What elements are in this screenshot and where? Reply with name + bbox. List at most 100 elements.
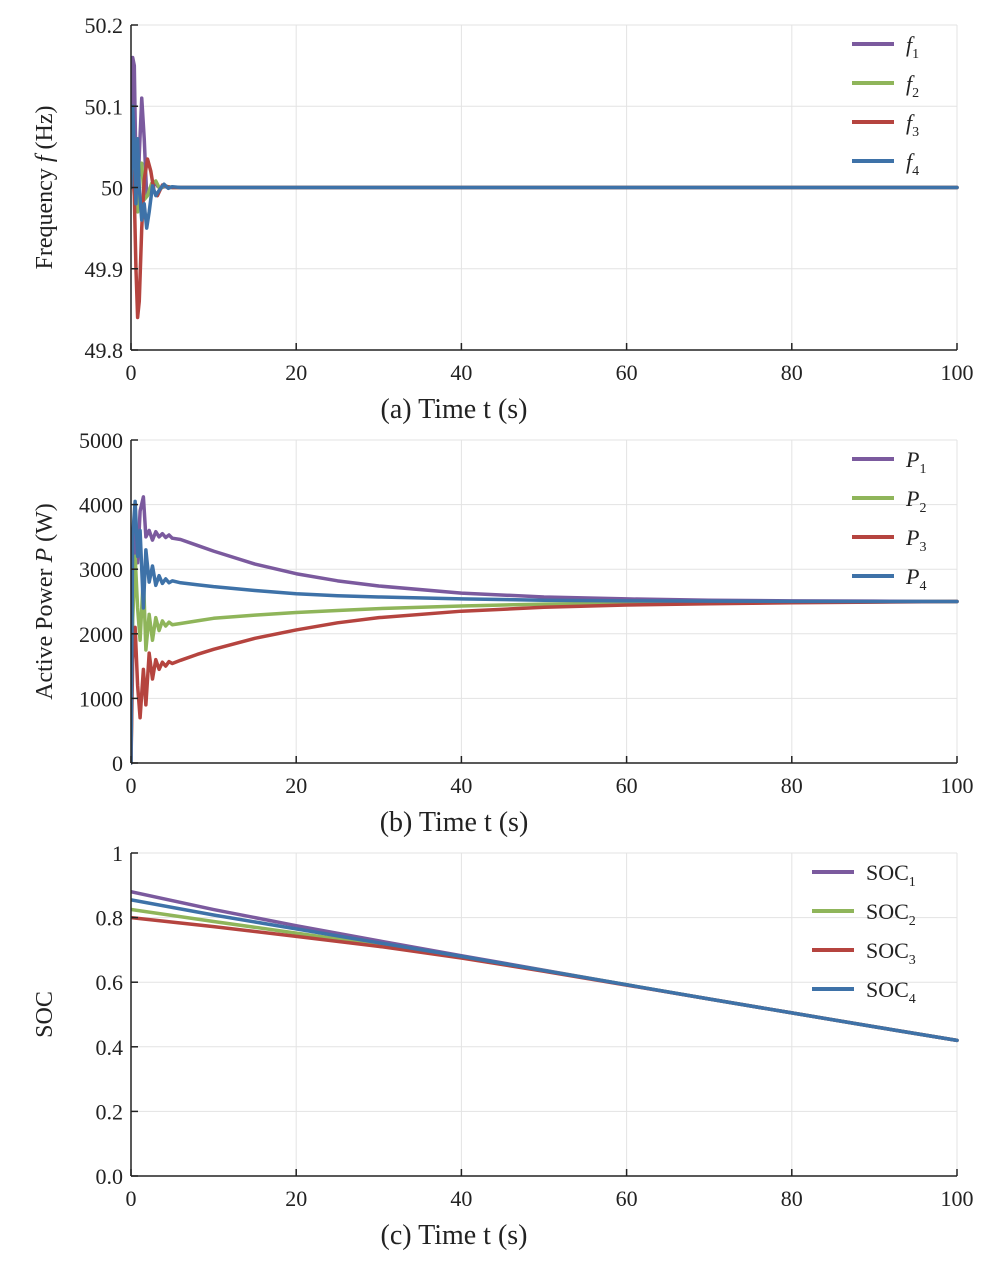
panel-b-series-group [131,495,959,765]
panel-b-y-axis-label-part: Active Power [32,563,58,700]
panel-a-series-group [131,55,959,320]
panel-c-x-tick-label: 100 [941,1186,974,1211]
panel-b-x-tick-label: 20 [285,773,307,798]
panel-c-y-tick-label: 0.2 [96,1099,124,1124]
panel-a-x-tick-label: 40 [450,360,472,385]
panel-a-y-axis-label-part: Frequency [32,162,58,269]
panel-a-x-axis-label: (a) Time t (s) [381,394,528,425]
panel-a-legend-label-f3: f3 [906,110,919,140]
panel-b-x-tick-label: 40 [450,773,472,798]
panel-c-legend-label-SOC2: SOC2 [866,899,916,929]
panel-b-legend-label-main: P [905,447,919,472]
panel-a-legend-label-main: f [906,71,915,96]
panel-b-legend-label-sub: 4 [919,579,926,594]
panel-b-x-tick-label: 100 [941,773,974,798]
panel-b-y-tick-label: 5000 [79,428,123,453]
panel-c-y-axis-label-part: SOC [32,991,58,1038]
panel-b-y-tick-label: 3000 [79,557,123,582]
panel-a-x-tick-label: 0 [126,360,137,385]
panel-c-legend-label-sub: 2 [909,914,916,929]
panel-b-legend-label-P3: P3 [905,525,926,555]
panel-a-legend-label-f1: f1 [906,32,919,62]
panel-c-legend-label-sub: 3 [909,953,916,968]
panel-c-legend-label-main: SOC [866,899,909,924]
panel-c-x-tick-label: 40 [450,1186,472,1211]
panel-c-legend-label-SOC3: SOC3 [866,938,916,968]
panel-c-legend-label-sub: 4 [909,992,916,1007]
panel-b-y-tick-label: 2000 [79,622,123,647]
panel-c-x-tick-label: 80 [781,1186,803,1211]
panel-b-legend-label-sub: 2 [919,501,926,516]
panel-b-legend-label-main: P [905,486,919,511]
panel-a-legend-label-f2: f2 [906,71,919,101]
panel-b-y-tick-label: 4000 [79,493,123,518]
panel-a-legend-label-main: f [906,149,915,174]
panel-b-y-axis-label: Active Power P (W) [32,503,58,700]
panel-a-x-tick-label: 80 [781,360,803,385]
panel-a-series-f4 [131,104,959,230]
panel-c-legend-label-SOC4: SOC4 [866,977,916,1007]
panel-c-y-tick-label: 1 [112,841,123,866]
panel-b-legend-label-sub: 1 [919,462,926,477]
panel-c-y-tick-label: 0.6 [96,970,124,995]
panel-c-legend-label-main: SOC [866,938,909,963]
panel-a-x-tick-label: 100 [941,360,974,385]
panel-b-legend-label-P4: P4 [905,564,926,594]
panel-c-x-tick-label: 60 [616,1186,638,1211]
panel-a-y-tick-label: 49.9 [85,257,124,282]
panel-a-legend-label-sub: 4 [912,164,919,179]
panel-a: 0 20 40 60 80 100 49.8 49.9 50 50.1 50.2 (a) Time t… [32,13,974,425]
panel-a-y-axis-label-part: (Hz) [32,106,58,156]
panel-b-legend-label-P1: P1 [905,447,926,477]
panel-c-y-tick-label: 0.4 [96,1035,124,1060]
panel-c-legend-label-main: SOC [866,977,909,1002]
panel-b-x-tick-label: 80 [781,773,803,798]
panel-a-legend-label-main: f [906,110,915,135]
panel-b-x-tick-label: 0 [126,773,137,798]
panel-b-legend-label-sub: 3 [919,540,926,555]
panel-c-series-SOC4 [131,898,959,1043]
panel-c-x-tick-label: 0 [126,1186,137,1211]
panel-c-y-axis-label: SOC [32,991,58,1038]
panel-c-series-group [131,890,959,1043]
panel-a-legend-label-main: f [906,32,915,57]
panel-b-series-P1 [131,495,959,765]
panel-c-legend-label-main: SOC [866,860,909,885]
panel-c-legend-label-SOC1: SOC1 [866,860,916,890]
panel-a-legend-label-f4: f4 [906,149,919,179]
panel-a-legend-label-sub: 2 [912,86,919,101]
panel-c-y-tick-label: 0.8 [96,906,124,931]
panel-b-y-tick-label: 1000 [79,686,123,711]
panel-b-x-axis-label: (b) Time t (s) [380,807,529,838]
panel-a-y-axis-label-part: f [32,152,58,162]
panel-a-y-tick-label: 50.1 [85,94,124,119]
panel-a-x-tick-label: 20 [285,360,307,385]
panel-a-y-tick-label: 50 [101,176,123,201]
panel-c-y-tick-label: 0.0 [96,1164,124,1189]
panel-b-y-axis-label-part: P [32,548,58,564]
panel-a-legend-label-sub: 3 [912,125,919,140]
panel-b-series-P4 [131,499,959,765]
panel-c: 0 20 40 60 80 100 0.0 0.2 0.4 0.6 0.8 1 (c) Time t (… [32,841,974,1251]
panel-b-y-axis-label-part: (W) [32,503,58,548]
panel-c-legend-label-sub: 1 [909,875,916,890]
panel-b-x-tick-label: 60 [616,773,638,798]
panel-a-legend-label-sub: 1 [912,47,919,62]
panel-b-y-tick-label: 0 [112,751,123,776]
panel-a-y-tick-label: 50.2 [85,13,124,38]
panel-a-y-axis-label: Frequency f (Hz) [32,106,58,270]
panel-b-series-P3 [131,599,959,765]
panel-c-x-tick-label: 20 [285,1186,307,1211]
panel-b-legend-label-P2: P2 [905,486,926,516]
panel-a-y-tick-label: 49.8 [85,338,124,363]
panel-b-legend-label-main: P [905,564,919,589]
panel-c-x-axis-label: (c) Time t (s) [381,1220,528,1251]
panel-c-plot-area [131,853,957,1176]
panel-b-legend-label-main: P [905,525,919,550]
